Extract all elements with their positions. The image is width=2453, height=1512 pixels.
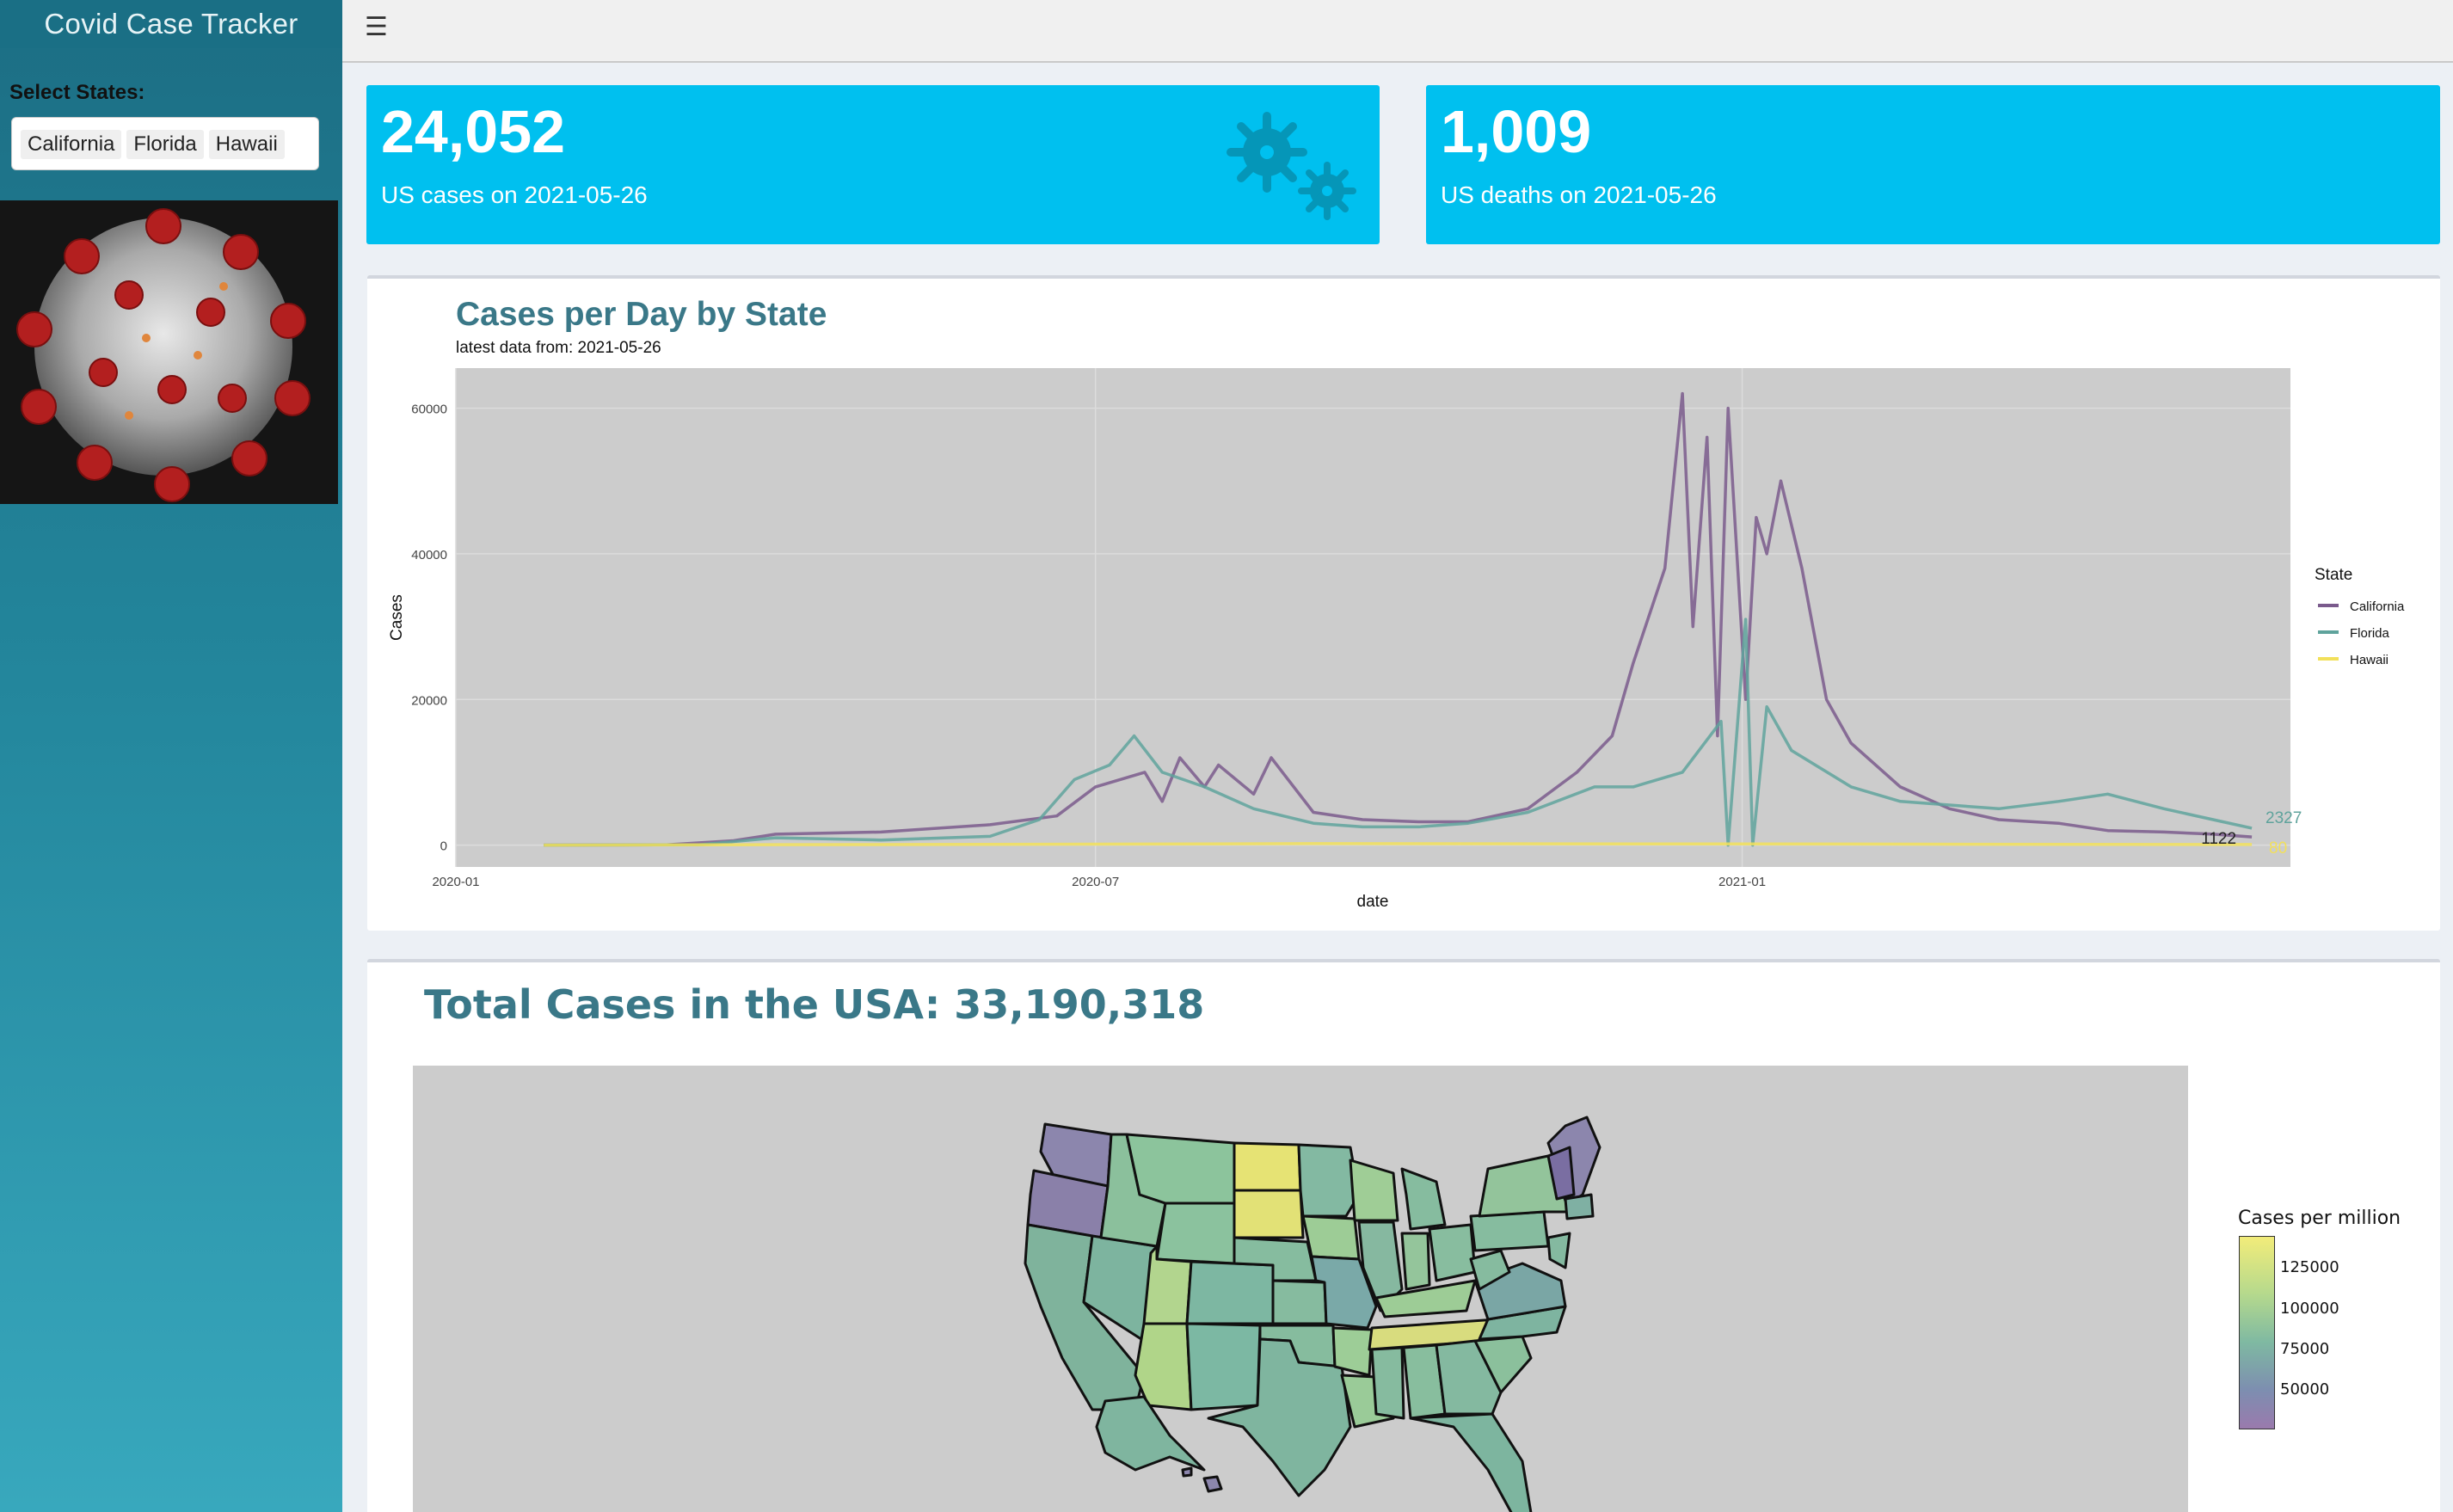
end-label-california: 1122 xyxy=(2201,830,2236,848)
series-line-california xyxy=(544,391,2253,847)
y-axis-label: Cases xyxy=(388,594,406,641)
state-vermont[interactable] xyxy=(1546,1146,1576,1201)
state-kansas[interactable] xyxy=(1271,1279,1328,1325)
state-pennsylvania[interactable] xyxy=(1469,1210,1550,1252)
chart-legend: State California Florida Hawaii xyxy=(2315,566,2405,667)
hamburger-menu-icon[interactable]: ☰ xyxy=(365,13,388,41)
series-line-hawaii xyxy=(544,842,2253,847)
top-navbar: ☰ xyxy=(342,0,2453,63)
legend-title: State xyxy=(2315,566,2352,584)
select-states-label: Select States: xyxy=(9,81,145,104)
state-iowa[interactable] xyxy=(1301,1214,1361,1261)
map-legend-title: Cases per million xyxy=(2238,1208,2401,1229)
colorbar-tick: 125000 xyxy=(2280,1258,2339,1276)
us-deaths-box: 1,009 US deaths on 2021-05-26 xyxy=(1426,85,2440,244)
chart-subtitle: latest data from: 2021-05-26 xyxy=(456,339,661,357)
state-missouri[interactable] xyxy=(1310,1255,1378,1330)
series-line-florida xyxy=(544,618,2253,847)
state-south-dakota[interactable] xyxy=(1233,1189,1305,1239)
state-wisconsin[interactable] xyxy=(1349,1159,1399,1222)
state-alaska[interactable] xyxy=(1095,1395,1206,1472)
colorbar-tick: 75000 xyxy=(2280,1340,2330,1358)
map-title: Total Cases in the USA: 33,190,318 xyxy=(424,981,1205,1028)
state-texas[interactable] xyxy=(1207,1337,1352,1497)
state-montana[interactable] xyxy=(1125,1133,1236,1205)
state-hawaii[interactable] xyxy=(1202,1475,1223,1493)
state-new-mexico[interactable] xyxy=(1185,1322,1262,1411)
cases-chart-panel: Cases per Day by State latest data from:… xyxy=(367,275,2440,931)
app-title: Covid Case Tracker xyxy=(0,0,342,48)
x-axis-label: date xyxy=(1357,893,1389,911)
us-cases-label: US cases on 2021-05-26 xyxy=(381,181,648,208)
colorbar-tick: 50000 xyxy=(2280,1380,2330,1398)
state-michigan[interactable] xyxy=(1400,1167,1447,1231)
state-florida[interactable] xyxy=(1409,1412,1533,1512)
us-choropleth-map[interactable] xyxy=(413,1066,2188,1512)
sidebar: Covid Case Tracker Select States: Califo… xyxy=(0,0,342,1512)
y-tick-label: 60000 xyxy=(411,403,447,417)
state-north-dakota[interactable] xyxy=(1233,1141,1302,1192)
us-cases-value: 24,052 xyxy=(381,98,566,165)
y-tick-label: 0 xyxy=(440,839,447,854)
state-new-jersey[interactable] xyxy=(1546,1232,1571,1269)
x-tick-label: 2020-01 xyxy=(432,875,479,889)
plot-background xyxy=(456,368,2290,867)
state-wyoming[interactable] xyxy=(1155,1202,1236,1265)
state-chip-florida[interactable]: Florida xyxy=(126,130,204,159)
chart-title: Cases per Day by State xyxy=(456,296,827,333)
state-arkansas[interactable] xyxy=(1331,1326,1374,1377)
map-panel: Total Cases in the USA: 33,190,318 xyxy=(367,959,2440,1512)
state-chip-california[interactable]: California xyxy=(21,130,122,159)
state-chip-hawaii[interactable]: Hawaii xyxy=(208,130,285,159)
state-select-input[interactable]: California Florida Hawaii xyxy=(11,117,319,170)
state-massachusetts[interactable] xyxy=(1564,1193,1595,1220)
state-indiana[interactable] xyxy=(1400,1232,1431,1291)
state-mississippi[interactable] xyxy=(1370,1346,1405,1420)
us-deaths-value: 1,009 xyxy=(1441,98,1592,165)
us-deaths-label: US deaths on 2021-05-26 xyxy=(1441,181,1717,208)
us-cases-box: 24,052 US cases on 2021-05-26 xyxy=(366,85,1380,244)
x-tick-label: 2021-01 xyxy=(1718,875,1766,889)
map-colorbar xyxy=(2239,1236,2275,1429)
y-tick-label: 40000 xyxy=(411,548,447,562)
state-minnesota[interactable] xyxy=(1297,1143,1361,1218)
state-west-virginia[interactable] xyxy=(1469,1249,1511,1291)
state-colorado[interactable] xyxy=(1185,1260,1275,1325)
x-tick-label: 2020-07 xyxy=(1072,875,1119,889)
state-hawaii-islands[interactable] xyxy=(1181,1466,1193,1478)
cases-line-chart: 2020-01 2020-07 2021-01 0 20000 40000 60000 1… xyxy=(388,368,2405,911)
y-tick-label: 20000 xyxy=(411,693,447,708)
legend-label-california: California xyxy=(2350,599,2405,614)
coronavirus-image xyxy=(0,200,338,504)
colorbar-tick: 100000 xyxy=(2280,1300,2339,1318)
end-label-florida: 2327 xyxy=(2265,809,2302,827)
legend-label-hawaii: Hawaii xyxy=(2350,653,2388,667)
us-map-shapes xyxy=(1024,1116,1602,1512)
state-new-york[interactable] xyxy=(1478,1154,1571,1218)
state-arizona[interactable] xyxy=(1134,1322,1193,1411)
end-label-hawaii: 80 xyxy=(2269,839,2287,857)
virus-icon xyxy=(1220,101,1374,234)
state-georgia[interactable] xyxy=(1435,1339,1503,1416)
state-kentucky[interactable] xyxy=(1374,1279,1477,1318)
legend-label-florida: Florida xyxy=(2350,626,2390,641)
state-ohio[interactable] xyxy=(1428,1223,1477,1282)
